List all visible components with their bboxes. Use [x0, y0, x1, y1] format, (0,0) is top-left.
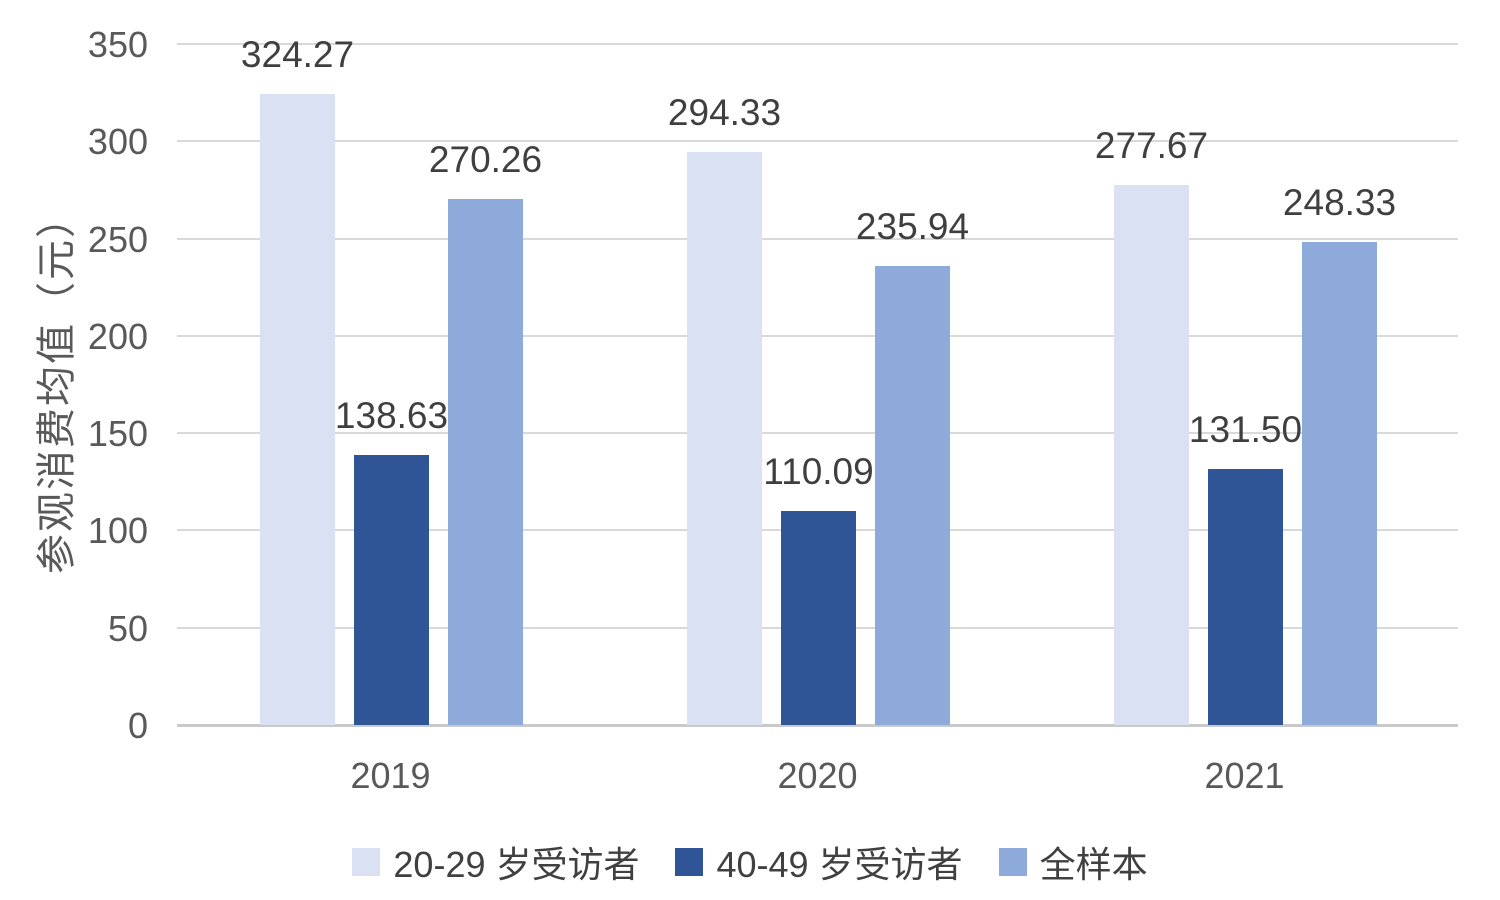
x-tick-label: 2021: [1204, 755, 1285, 796]
data-label: 235.94: [855, 205, 970, 247]
bar-2020-series-0: [687, 152, 762, 725]
legend: 20-29 岁受访者 40-49 岁受访者 全样本: [0, 836, 1500, 888]
bar-2019-series-0: [260, 94, 335, 725]
y-tick-label: 50: [107, 607, 148, 649]
data-label: 324.27: [240, 34, 355, 76]
y-tick-label: 100: [87, 510, 148, 552]
data-label: 138.63: [334, 395, 449, 437]
bar-2020-series-2: [875, 265, 950, 725]
y-tick-label: 150: [87, 413, 148, 455]
x-axis-baseline: [177, 724, 1458, 727]
y-tick-label: 250: [87, 218, 148, 260]
gridline: [177, 334, 1458, 337]
legend-swatch-icon: [998, 848, 1027, 876]
legend-swatch-icon: [352, 848, 381, 876]
bar-2021-series-1: [1208, 469, 1283, 725]
data-label: 270.26: [428, 139, 543, 181]
legend-item-1: 40-49 岁受访者: [675, 836, 963, 888]
gridline: [177, 140, 1458, 143]
y-tick-label: 0: [127, 705, 148, 746]
y-tick-label: 350: [87, 24, 148, 65]
bar-2019-series-2: [448, 199, 523, 725]
bar-2019-series-1: [354, 455, 429, 725]
legend-label: 40-49 岁受访者: [716, 844, 963, 885]
data-label: 277.67: [1094, 124, 1209, 166]
bar-2021-series-2: [1302, 241, 1377, 725]
x-tick-label: 2020: [777, 755, 858, 796]
data-label: 131.50: [1188, 409, 1303, 451]
bar-2021-series-0: [1114, 184, 1189, 725]
legend-swatch-icon: [675, 848, 704, 876]
legend-item-0: 20-29 岁受访者: [352, 836, 639, 888]
legend-label: 20-29 岁受访者: [393, 844, 640, 885]
y-tick-label: 200: [87, 315, 148, 357]
gridline: [177, 432, 1458, 435]
bar-2020-series-1: [781, 510, 856, 725]
y-tick-label: 300: [87, 121, 148, 163]
data-label: 248.33: [1282, 181, 1397, 223]
data-label: 110.09: [763, 450, 874, 492]
legend-label: 全样本: [1039, 844, 1148, 885]
legend-item-2: 全样本: [998, 836, 1148, 888]
gridline: [177, 43, 1458, 45]
data-label: 294.33: [667, 92, 782, 134]
gridline: [177, 237, 1458, 240]
x-tick-label: 2019: [350, 755, 431, 796]
